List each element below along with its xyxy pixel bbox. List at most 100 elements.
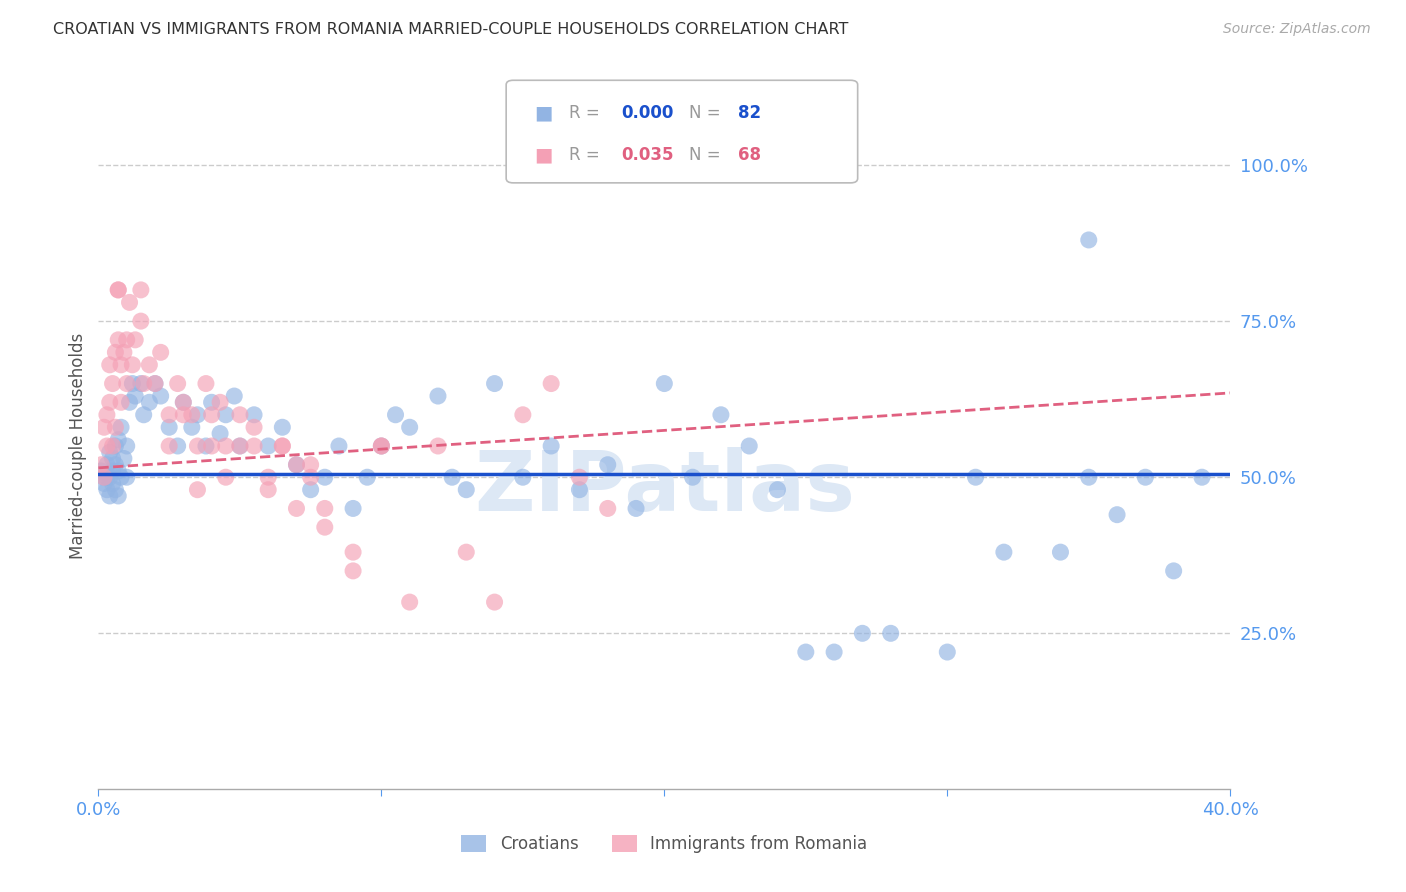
Point <box>172 395 194 409</box>
Point <box>98 470 121 484</box>
Point <box>129 283 152 297</box>
Point <box>766 483 789 497</box>
Point <box>1107 508 1129 522</box>
Point <box>993 545 1015 559</box>
Point <box>512 470 534 484</box>
Point <box>596 501 619 516</box>
Point <box>143 376 166 391</box>
Point <box>107 489 129 503</box>
Point <box>215 408 238 422</box>
Point <box>149 345 172 359</box>
Point <box>652 376 676 391</box>
Point <box>398 420 420 434</box>
Point <box>682 470 704 484</box>
Point <box>138 395 160 409</box>
Text: 0.035: 0.035 <box>621 146 673 164</box>
Point <box>107 464 129 478</box>
Point <box>209 426 232 441</box>
Text: 0.000: 0.000 <box>621 103 673 122</box>
Point <box>115 470 138 484</box>
Point <box>370 439 392 453</box>
Point <box>370 439 392 453</box>
Point <box>568 470 591 484</box>
Point <box>107 283 129 297</box>
Point <box>98 445 121 459</box>
Point <box>710 408 733 422</box>
Point <box>299 470 322 484</box>
Point <box>456 483 478 497</box>
Point <box>314 470 336 484</box>
Point <box>104 420 127 434</box>
Point <box>243 439 266 453</box>
Text: Source: ZipAtlas.com: Source: ZipAtlas.com <box>1223 22 1371 37</box>
Point <box>484 595 506 609</box>
Point <box>194 376 217 391</box>
Text: ZIPatlas: ZIPatlas <box>474 447 855 528</box>
Point <box>209 395 232 409</box>
Point <box>172 395 194 409</box>
Point <box>314 501 336 516</box>
Point <box>96 483 118 497</box>
Point <box>427 389 450 403</box>
Point <box>299 483 322 497</box>
Text: 68: 68 <box>738 146 761 164</box>
Point <box>229 408 252 422</box>
Point <box>96 458 118 472</box>
Point <box>93 470 115 484</box>
Point <box>285 501 308 516</box>
Point <box>110 470 132 484</box>
Point <box>98 395 121 409</box>
Point <box>93 470 115 484</box>
Point <box>172 408 194 422</box>
Point <box>880 626 903 640</box>
Point <box>180 420 202 434</box>
Legend: Croatians, Immigrants from Romania: Croatians, Immigrants from Romania <box>454 829 875 860</box>
Point <box>110 420 132 434</box>
Point <box>398 595 420 609</box>
Point <box>540 439 562 453</box>
Point <box>257 439 280 453</box>
Point <box>157 408 180 422</box>
Point <box>96 470 118 484</box>
Point <box>224 389 246 403</box>
Point <box>104 458 127 472</box>
Point <box>285 458 308 472</box>
Point <box>201 439 224 453</box>
Text: N =: N = <box>689 103 720 122</box>
Point <box>186 439 208 453</box>
Point <box>823 645 845 659</box>
Point <box>118 295 141 310</box>
Point <box>115 439 138 453</box>
Point <box>157 439 180 453</box>
Point <box>1163 564 1185 578</box>
Point <box>132 408 155 422</box>
Point <box>370 439 392 453</box>
Point <box>104 345 127 359</box>
Point <box>118 395 141 409</box>
Point <box>121 376 143 391</box>
Point <box>285 458 308 472</box>
Point <box>243 408 266 422</box>
Point <box>101 451 124 466</box>
Point <box>356 470 378 484</box>
Text: R =: R = <box>569 103 600 122</box>
Point <box>1077 233 1099 247</box>
Point <box>101 439 124 453</box>
Y-axis label: Married-couple Households: Married-couple Households <box>69 333 87 559</box>
Point <box>143 376 166 391</box>
Point <box>1077 470 1099 484</box>
Point <box>257 483 280 497</box>
Point <box>138 358 160 372</box>
Point <box>1191 470 1213 484</box>
Point <box>257 470 280 484</box>
Point <box>299 458 322 472</box>
Point <box>132 376 155 391</box>
Point <box>107 283 129 297</box>
Point <box>243 420 266 434</box>
Text: CROATIAN VS IMMIGRANTS FROM ROMANIA MARRIED-COUPLE HOUSEHOLDS CORRELATION CHART: CROATIAN VS IMMIGRANTS FROM ROMANIA MARR… <box>53 22 849 37</box>
Point <box>101 376 124 391</box>
Text: ■: ■ <box>534 103 553 122</box>
Point <box>157 420 180 434</box>
Point <box>186 408 208 422</box>
Point <box>271 439 294 453</box>
